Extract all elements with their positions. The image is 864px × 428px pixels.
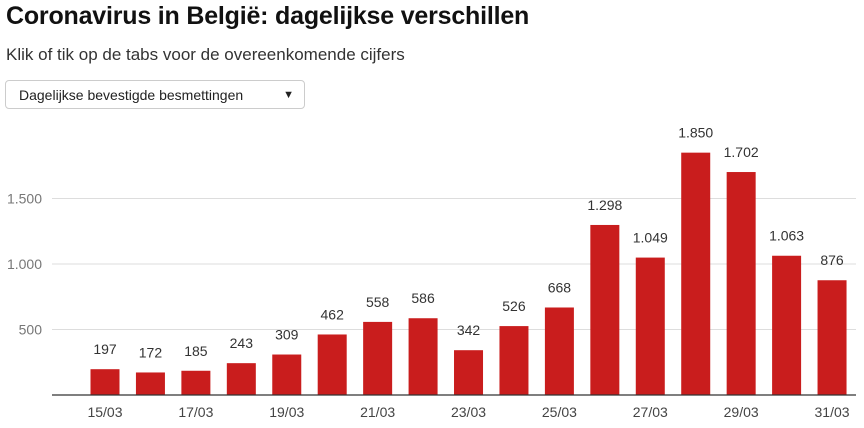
data-label: 309 bbox=[275, 327, 299, 343]
x-tick-label: 25/03 bbox=[542, 404, 577, 420]
data-label: 876 bbox=[820, 252, 844, 268]
bar bbox=[181, 370, 211, 395]
x-tick-label: 27/03 bbox=[633, 404, 668, 420]
x-tick-label: 31/03 bbox=[815, 404, 850, 420]
bar bbox=[408, 318, 438, 395]
bar bbox=[544, 307, 574, 395]
x-tick-label: 23/03 bbox=[451, 404, 486, 420]
data-label: 1.298 bbox=[587, 197, 622, 213]
x-tick-label: 19/03 bbox=[269, 404, 304, 420]
bar bbox=[90, 369, 120, 395]
x-tick-label: 21/03 bbox=[360, 404, 395, 420]
data-label: 526 bbox=[502, 298, 526, 314]
data-label: 1.702 bbox=[724, 144, 759, 160]
dropdown-selected-value: Dagelijkse bevestigde besmettingen bbox=[19, 86, 244, 103]
data-label: 172 bbox=[139, 344, 163, 360]
y-tick-label: 500 bbox=[19, 322, 43, 338]
data-label: 243 bbox=[230, 335, 254, 351]
data-label: 342 bbox=[457, 322, 481, 338]
bar bbox=[590, 224, 620, 395]
bar bbox=[817, 280, 847, 395]
bar bbox=[635, 257, 665, 395]
x-tick-label: 15/03 bbox=[87, 404, 122, 420]
data-label: 185 bbox=[184, 343, 208, 359]
metric-dropdown[interactable]: Dagelijkse bevestigde besmettingen ▼ bbox=[5, 80, 305, 109]
caret-down-icon: ▼ bbox=[283, 88, 294, 101]
data-label: 586 bbox=[411, 290, 435, 306]
bar bbox=[363, 321, 393, 395]
page-title: Coronavirus in België: dagelijkse versch… bbox=[6, 2, 530, 30]
bar bbox=[681, 152, 711, 395]
x-tick-label: 17/03 bbox=[178, 404, 213, 420]
page-subtitle: Klik of tik op de tabs voor de overeenko… bbox=[6, 45, 405, 64]
bar bbox=[772, 255, 802, 395]
data-label: 1.049 bbox=[633, 230, 668, 246]
bar bbox=[726, 172, 756, 395]
data-label: 462 bbox=[321, 306, 345, 322]
data-label: 1.850 bbox=[678, 125, 713, 141]
bar bbox=[499, 326, 529, 395]
data-label: 668 bbox=[548, 279, 572, 295]
y-tick-label: 1.000 bbox=[7, 256, 42, 272]
bar bbox=[317, 334, 347, 395]
y-tick-label: 1.500 bbox=[7, 191, 42, 207]
bar bbox=[135, 372, 165, 395]
bar bbox=[454, 350, 484, 395]
data-label: 197 bbox=[93, 341, 117, 357]
data-label: 558 bbox=[366, 294, 390, 310]
bar bbox=[226, 363, 256, 395]
bar bbox=[272, 354, 302, 395]
x-tick-label: 29/03 bbox=[724, 404, 759, 420]
data-label: 1.063 bbox=[769, 228, 804, 244]
